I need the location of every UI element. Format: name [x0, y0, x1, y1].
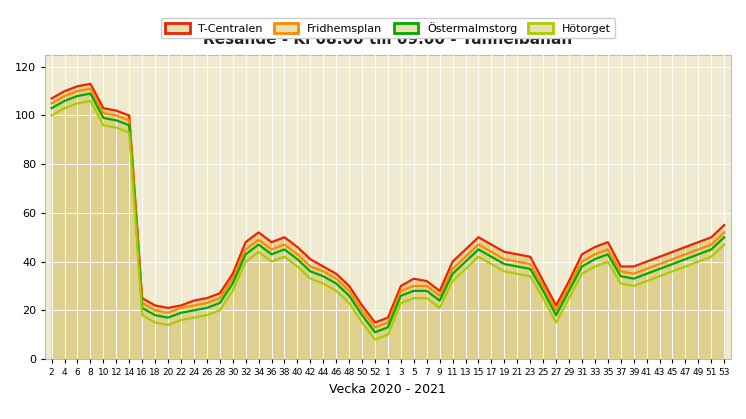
X-axis label: Vecka 2020 - 2021: Vecka 2020 - 2021	[330, 383, 446, 396]
Legend: T-Centralen, Fridhemsplan, Östermalmstorg, Hötorget: T-Centralen, Fridhemsplan, Östermalmstor…	[160, 18, 615, 39]
Title: Resande - Kl 08.00 till 09.00 - Tunnelbanan: Resande - Kl 08.00 till 09.00 - Tunnelba…	[204, 31, 572, 47]
